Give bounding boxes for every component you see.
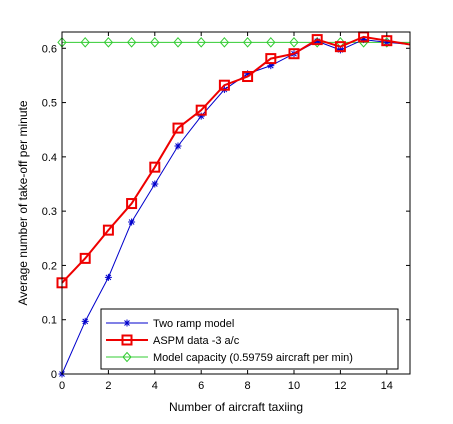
y-tick-label: 0.1 — [42, 315, 57, 327]
data-point-aspm — [381, 35, 393, 47]
data-point-capacity — [80, 37, 90, 48]
data-point-two-ramp — [151, 180, 159, 188]
y-tick-label: 0.5 — [42, 98, 57, 110]
data-point-aspm — [149, 161, 161, 173]
x-tick-label: 12 — [334, 380, 346, 392]
x-tick-label: 8 — [245, 380, 251, 392]
data-point-two-ramp — [174, 142, 182, 150]
legend-marker-capacity — [122, 351, 132, 363]
data-point-capacity — [289, 37, 299, 48]
x-tick-label: 4 — [152, 380, 158, 392]
data-point-two-ramp — [81, 317, 89, 325]
x-tick-label: 10 — [288, 380, 300, 392]
legend: Two ramp model ASPM data -3 a/c Model ca… — [100, 308, 399, 370]
plot-frame — [61, 31, 411, 375]
series-line-aspm — [61, 35, 411, 284]
data-point-capacity — [126, 37, 137, 48]
legend-symbol-two-ramp — [123, 319, 131, 327]
y-tick-label: 0 — [51, 369, 57, 381]
data-point-aspm — [334, 41, 346, 53]
x-tick-label: 0 — [59, 380, 65, 392]
data-point-aspm — [311, 34, 323, 46]
data-point-capacity — [103, 37, 114, 48]
data-point-aspm — [265, 53, 277, 65]
legend-box — [100, 308, 399, 370]
legend-symbol-aspm — [121, 334, 133, 346]
data-point-two-ramp — [104, 273, 112, 281]
y-axis-label: Average number of take-off per minute — [16, 100, 30, 305]
data-point-aspm — [79, 252, 91, 264]
legend-text-two-ramp: Two ramp model — [153, 318, 234, 330]
data-point-two-ramp — [128, 218, 136, 226]
y-tick-label: 0.6 — [42, 43, 57, 55]
data-point-aspm — [242, 71, 254, 83]
data-point-capacity — [266, 37, 276, 48]
data-point-aspm — [102, 224, 114, 236]
legend-symbol-capacity — [122, 351, 132, 363]
data-point-aspm — [218, 79, 230, 91]
data-point-aspm — [195, 104, 207, 116]
y-tick-label: 0.3 — [42, 206, 57, 218]
x-tick-label: 6 — [198, 380, 204, 392]
legend-marker-two-ramp — [123, 319, 131, 327]
legend-marker-aspm — [121, 334, 133, 346]
data-point-aspm — [172, 122, 184, 134]
data-point-capacity — [173, 37, 183, 48]
legend-text-aspm: ASPM data -3 a/c — [153, 335, 240, 347]
x-axis-label: Number of aircraft taxiing — [169, 400, 303, 414]
legend-text-capacity: Model capacity (0.59759 aircraft per min… — [153, 352, 353, 364]
series-aspm — [56, 31, 411, 289]
y-tick-label: 0.4 — [42, 152, 57, 164]
data-point-capacity — [196, 37, 206, 48]
data-point-capacity — [150, 37, 160, 48]
x-tick-label: 14 — [381, 380, 393, 392]
data-point-capacity — [219, 37, 230, 48]
x-tick-label: 2 — [105, 380, 111, 392]
data-point-capacity — [242, 37, 253, 48]
data-point-aspm — [126, 198, 138, 210]
y-tick-label: 0.2 — [42, 260, 57, 272]
data-point-aspm — [288, 48, 300, 60]
